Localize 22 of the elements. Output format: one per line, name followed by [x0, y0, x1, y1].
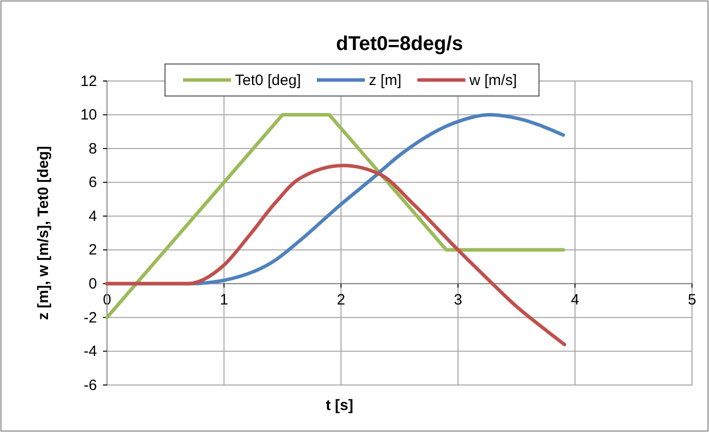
y-tick-label: 8	[88, 140, 97, 158]
y-tick-label: -6	[84, 376, 97, 394]
y-tick-label: 0	[88, 275, 97, 292]
y-tick-label: 4	[88, 208, 97, 225]
x-tick-label: 1	[220, 291, 228, 308]
x-axis-title: t [s]	[326, 397, 354, 414]
y-tick-label: 6	[88, 174, 97, 192]
x-tick-label: 3	[454, 291, 462, 308]
y-tick-label: -4	[84, 343, 97, 360]
chart-title: dTet0=8deg/s	[336, 33, 463, 55]
x-tick-label: 2	[336, 291, 346, 308]
y-axis-title: z [m], w [m/s], Tet0 [deg]	[35, 146, 52, 320]
x-tick-label: 5	[688, 291, 696, 308]
legend-label: z [m]	[368, 72, 402, 89]
line-series	[105, 164, 566, 346]
y-tick-label: 10	[80, 106, 97, 124]
y-tick-label: 2	[88, 242, 97, 259]
legend-label: w [m/s]	[468, 72, 517, 89]
x-tick-label: 4	[570, 291, 580, 308]
legend-label: Tet0 [deg]	[235, 72, 301, 89]
y-tick-label: -2	[84, 309, 97, 326]
y-tick-label: 12	[80, 72, 97, 90]
